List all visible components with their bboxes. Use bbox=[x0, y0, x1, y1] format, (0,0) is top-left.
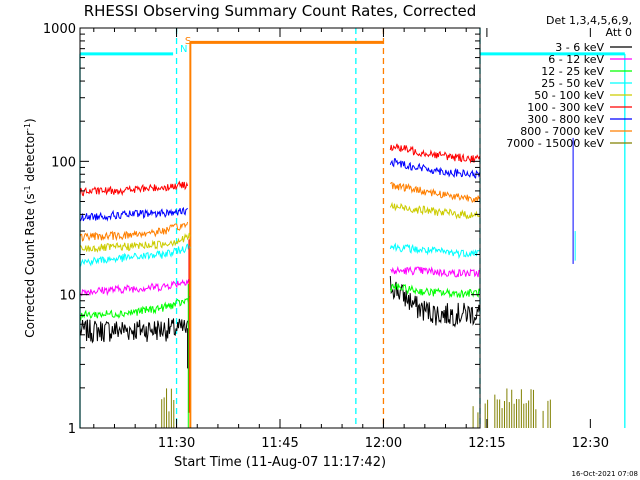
chart-title: RHESSI Observing Summary Count Rates, Co… bbox=[84, 2, 477, 20]
series-line bbox=[79, 296, 191, 322]
series-line bbox=[79, 232, 191, 253]
series-line bbox=[389, 242, 481, 260]
legend-label: 7000 - 15000 keV bbox=[506, 137, 604, 150]
x-tick-label: 12:00 bbox=[365, 436, 402, 451]
y-tick-label: 1 bbox=[68, 422, 76, 437]
plot-frame bbox=[79, 27, 481, 429]
y-axis-label: Corrected Count Rate (s-1 detector-1) bbox=[23, 118, 38, 337]
x-tick-label: 11:30 bbox=[158, 436, 195, 451]
series-line bbox=[389, 282, 481, 299]
series-line bbox=[79, 243, 191, 267]
y-tick-label: 100 bbox=[51, 155, 76, 170]
legend-header: Det 1,3,4,5,6,9, bbox=[546, 14, 632, 27]
y-label-part: ) bbox=[23, 118, 37, 123]
legend-label: 3 - 6 keV bbox=[555, 41, 604, 54]
series-line bbox=[79, 318, 189, 344]
saa-label: S bbox=[185, 36, 191, 47]
night-label: N bbox=[180, 44, 187, 55]
series-line bbox=[79, 221, 189, 242]
y-label-superscript: -1 bbox=[23, 185, 32, 193]
legend-label: 12 - 25 keV bbox=[541, 65, 604, 78]
series-line bbox=[389, 158, 481, 179]
y-tick-label: 1000 bbox=[43, 22, 76, 37]
x-tick-label: 12:15 bbox=[468, 436, 505, 451]
series-line bbox=[79, 279, 191, 297]
legend-label: 300 - 800 keV bbox=[527, 113, 604, 126]
legend-label: 800 - 7000 keV bbox=[520, 125, 604, 138]
series-line bbox=[389, 181, 481, 203]
series-line bbox=[389, 201, 481, 220]
y-label-superscript: -1 bbox=[23, 123, 32, 131]
series-line bbox=[390, 265, 480, 278]
series-line bbox=[389, 275, 481, 328]
legend-label: 50 - 100 keV bbox=[534, 89, 604, 102]
legend-header: Att 0 bbox=[606, 26, 632, 39]
y-axis: 1 10 100 1000 bbox=[43, 22, 480, 437]
legend-label: 25 - 50 keV bbox=[541, 77, 604, 90]
y-label-part: Corrected Count Rate (s bbox=[23, 193, 37, 337]
y-label-part: detector bbox=[23, 131, 37, 186]
footer-date: 16-Oct-2021 07:08 bbox=[572, 470, 638, 478]
series-line bbox=[79, 180, 189, 197]
x-tick-label: 12:30 bbox=[572, 436, 609, 451]
series-line bbox=[389, 143, 481, 164]
x-tick-label: 11:45 bbox=[261, 436, 298, 451]
legend-label: 6 - 12 keV bbox=[548, 53, 604, 66]
legend-label: 100 - 300 keV bbox=[527, 101, 604, 114]
plot-area: SN bbox=[79, 28, 626, 428]
series-line bbox=[79, 206, 188, 222]
x-axis-label: Start Time (11-Aug-07 11:17:42) bbox=[174, 455, 386, 470]
y-tick-label: 10 bbox=[59, 289, 76, 304]
